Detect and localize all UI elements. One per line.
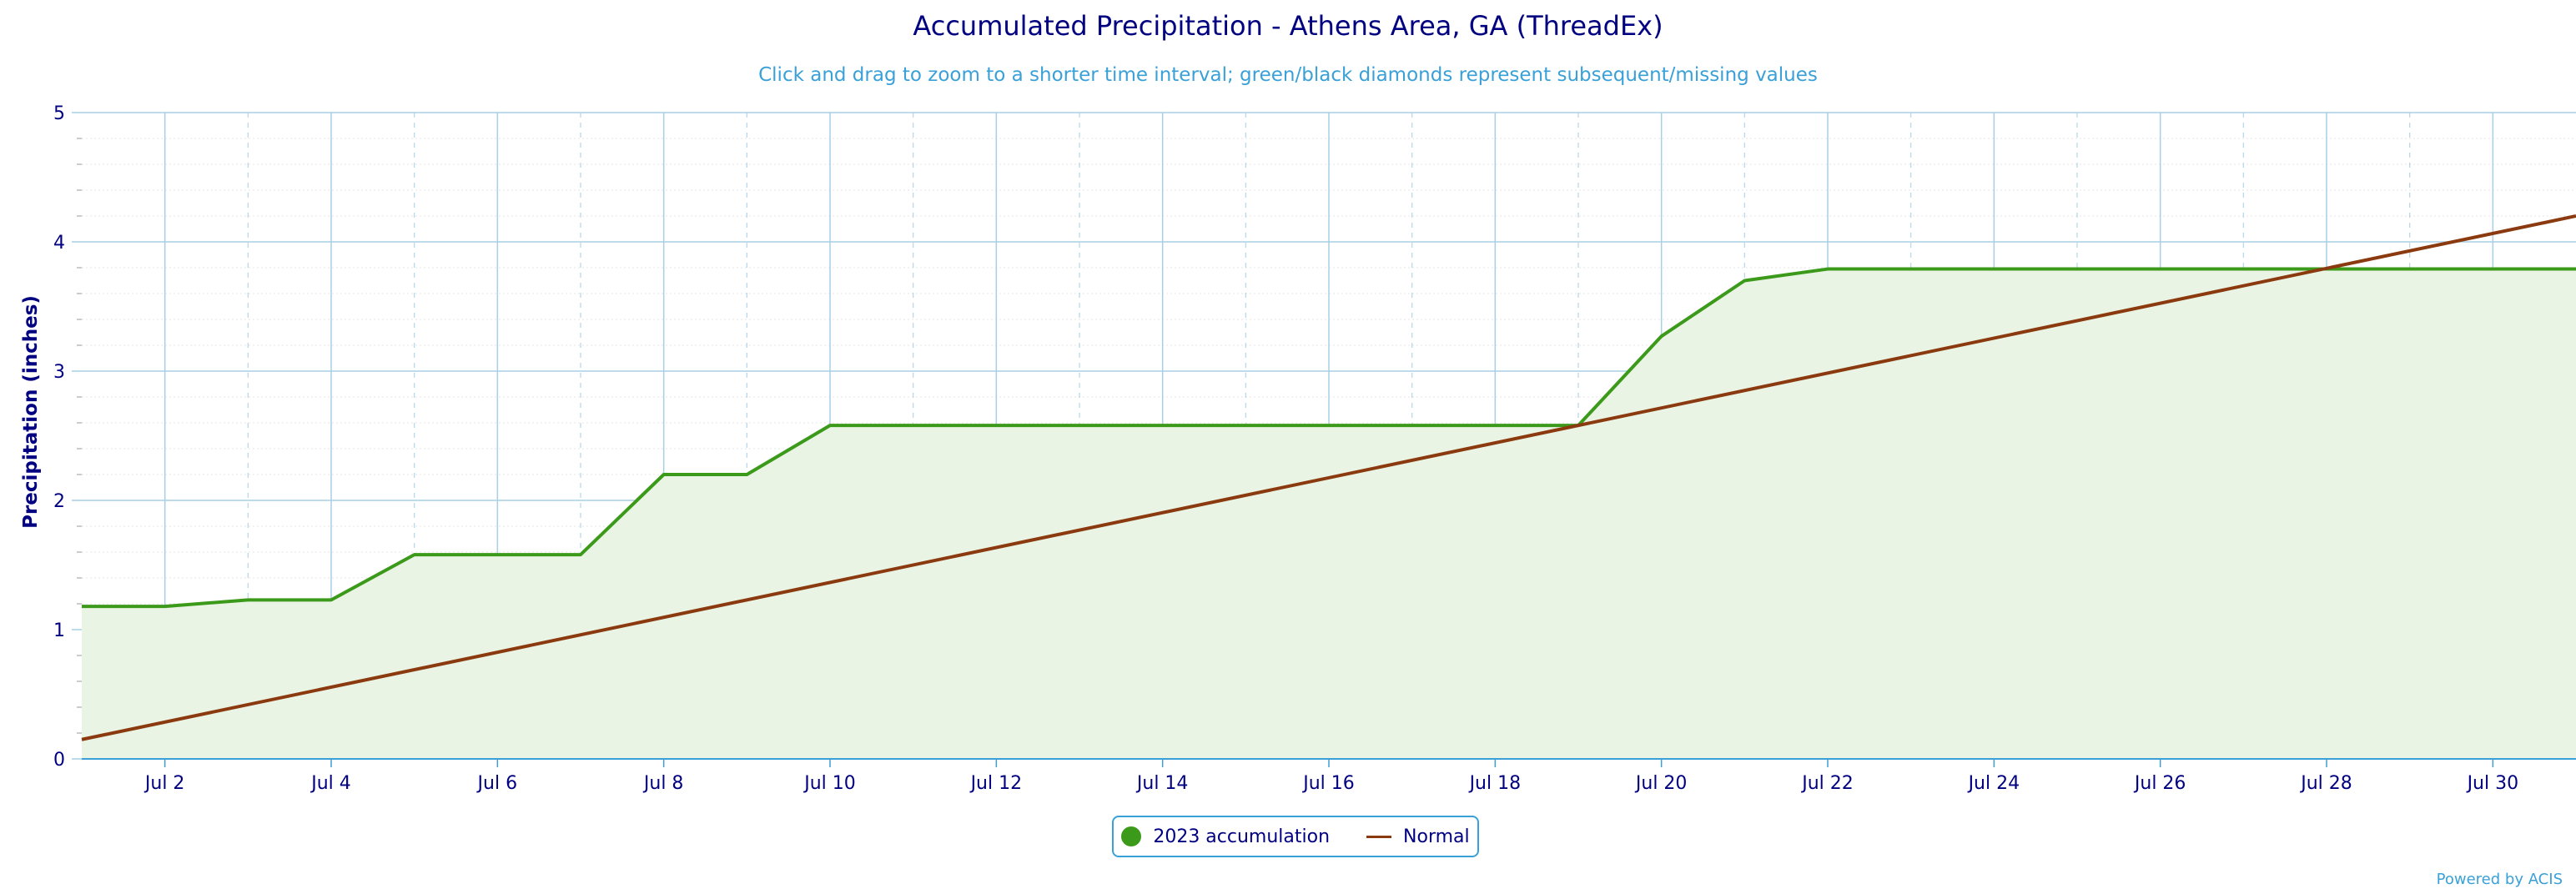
- data-point: [326, 595, 336, 605]
- y-tick-labels: 0 1 2 3 4 5: [53, 103, 65, 771]
- data-point: [1490, 420, 1500, 430]
- data-point: [1989, 264, 1999, 274]
- data-point: [2072, 264, 2082, 274]
- legend-item-2023-accumulation[interactable]: 2023 accumulation: [1121, 826, 1330, 847]
- x-tick-label: Jul 26: [2133, 773, 2186, 794]
- data-point: [410, 550, 420, 560]
- x-tick-label: Jul 14: [1135, 773, 1189, 794]
- x-tick-label: Jul 30: [2466, 773, 2519, 794]
- data-point: [2405, 264, 2415, 274]
- x-tick-labels: Jul 2 Jul 4 Jul 6 Jul 8 Jul 10 Jul 12 Jul 14 Ju…: [143, 773, 2518, 794]
- x-tick-label: Jul 10: [802, 773, 856, 794]
- data-point: [1407, 420, 1417, 430]
- area-layer: [82, 269, 2576, 759]
- x-tick-label: Jul 6: [476, 773, 518, 794]
- data-point: [77, 601, 87, 611]
- data-point: [160, 601, 170, 611]
- data-point: [908, 420, 918, 430]
- legend-label: Normal: [1403, 826, 1470, 847]
- y-tick-label: 5: [53, 103, 65, 124]
- y-tick-label: 2: [53, 491, 65, 512]
- data-point: [2322, 264, 2332, 274]
- series-line-2023-accumulation: [82, 267, 2576, 609]
- x-tick-label: Jul 12: [969, 773, 1023, 794]
- y-tick-label: 1: [53, 620, 65, 641]
- data-point: [1739, 276, 1749, 286]
- x-tick-label: Jul 28: [2299, 773, 2352, 794]
- legend-marker-line: [1366, 835, 1392, 838]
- x-tick-label: Jul 2: [143, 773, 185, 794]
- x-tick-label: Jul 8: [642, 773, 684, 794]
- chart-legend: 2023 accumulation Normal: [1112, 816, 1479, 857]
- legend-marker-dot: [1121, 826, 1142, 846]
- y-tick-label: 3: [53, 362, 65, 383]
- x-tick-label: Jul 22: [1800, 773, 1854, 794]
- x-tick-label: Jul 18: [1468, 773, 1522, 794]
- x-tick-label: Jul 16: [1301, 773, 1355, 794]
- data-point: [659, 470, 669, 480]
- chart-subtitle: Click and drag to zoom to a shorter time…: [758, 64, 1818, 86]
- chart-title: Accumulated Precipitation - Athens Area,…: [913, 10, 1663, 42]
- credit-link[interactable]: Powered by ACIS: [2436, 871, 2563, 888]
- data-point: [2238, 264, 2248, 274]
- accumulation-area: [82, 269, 2576, 759]
- data-point: [825, 420, 835, 430]
- data-point: [1240, 420, 1250, 430]
- data-point: [1573, 420, 1583, 430]
- x-tick-label: Jul 20: [1634, 773, 1688, 794]
- data-point: [1657, 331, 1667, 341]
- data-point: [243, 595, 253, 605]
- data-point: [1324, 420, 1334, 430]
- data-point: [991, 420, 1001, 430]
- series-line-normal: [81, 214, 2576, 741]
- data-point: [2156, 264, 2166, 274]
- data-point: [1074, 420, 1084, 430]
- data-point: [742, 470, 752, 480]
- legend-item-normal[interactable]: Normal: [1366, 826, 1470, 847]
- y-axis-title: Precipitation (inches): [20, 295, 42, 529]
- legend-label: 2023 accumulation: [1153, 826, 1331, 847]
- data-point: [1823, 264, 1833, 274]
- y-tick-label: 4: [53, 233, 65, 254]
- data-point: [492, 550, 502, 560]
- data-point: [2488, 264, 2498, 274]
- data-point: [1906, 264, 1916, 274]
- y-tick-label: 0: [53, 750, 65, 771]
- x-tick-label: Jul 24: [1967, 773, 2020, 794]
- x-tick-label: Jul 4: [309, 773, 351, 794]
- axis-layer: [82, 758, 2576, 767]
- data-point: [1158, 420, 1168, 430]
- series-layer: [77, 214, 2576, 741]
- data-point: [576, 550, 586, 560]
